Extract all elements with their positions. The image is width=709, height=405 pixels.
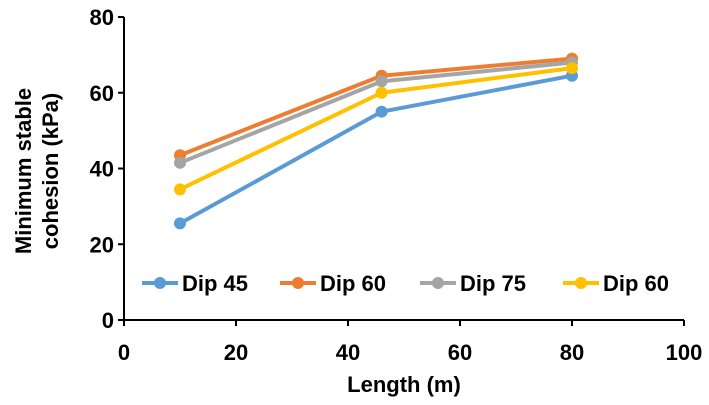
y-axis-title: Minimum stable cohesion (kPa) xyxy=(11,88,63,254)
legend-label-3: Dip 75 xyxy=(460,271,526,296)
legend-marker-3 xyxy=(432,277,444,289)
y-axis-title-line-2: cohesion (kPa) xyxy=(38,93,63,249)
legend-label-1: Dip 45 xyxy=(182,271,248,296)
legend-label-2: Dip 60 xyxy=(320,271,386,296)
data-point-1-2 xyxy=(376,106,388,118)
y-tick-label: 40 xyxy=(90,157,114,182)
legend: Dip 45 Dip 60 Dip 75 Dip 60 xyxy=(142,271,669,296)
data-point-1-1 xyxy=(174,217,186,229)
y-tick-label: 20 xyxy=(90,232,114,257)
line-chart: Minimum stable cohesion (kPa) Length (m)… xyxy=(0,0,709,405)
x-tick-label: 20 xyxy=(224,340,248,365)
y-tick-labels: 0 20 40 60 80 xyxy=(90,5,124,333)
x-tick-labels: 0 20 40 60 80 100 xyxy=(118,320,702,365)
legend-marker-4 xyxy=(575,277,587,289)
y-axis-title-line-1: Minimum stable xyxy=(11,88,36,254)
y-tick-label: 0 xyxy=(102,308,114,333)
x-tick-label: 80 xyxy=(560,340,584,365)
x-tick-label: 40 xyxy=(336,340,360,365)
data-point-3-2 xyxy=(376,75,388,87)
series-group xyxy=(174,53,578,230)
data-point-3-1 xyxy=(174,157,186,169)
legend-label-4: Dip 60 xyxy=(603,271,669,296)
x-axis-title: Length (m) xyxy=(347,372,461,397)
data-point-4-3 xyxy=(566,62,578,74)
x-tick-label: 60 xyxy=(448,340,472,365)
data-point-4-2 xyxy=(376,87,388,99)
x-tick-label: 100 xyxy=(666,340,703,365)
x-tick-label: 0 xyxy=(118,340,130,365)
y-tick-label: 60 xyxy=(90,81,114,106)
y-tick-label: 80 xyxy=(90,5,114,30)
data-point-4-1 xyxy=(174,183,186,195)
legend-marker-1 xyxy=(154,277,166,289)
legend-marker-2 xyxy=(292,277,304,289)
series-line-1 xyxy=(180,76,572,224)
